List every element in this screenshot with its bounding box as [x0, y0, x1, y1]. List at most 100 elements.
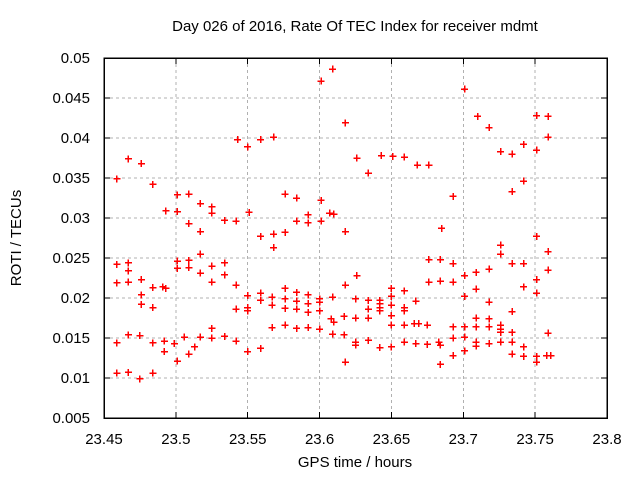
data-point-marker — [136, 332, 144, 340]
plot-border — [103, 57, 608, 419]
data-point-marker — [304, 308, 312, 316]
data-point-marker — [293, 217, 301, 225]
gridlines — [103, 57, 608, 419]
data-point-marker — [317, 196, 325, 204]
data-point-marker — [387, 292, 395, 300]
data-point-marker — [544, 248, 552, 256]
data-point-marker — [149, 339, 157, 347]
data-point-marker — [544, 266, 552, 274]
data-point-marker — [281, 284, 289, 292]
data-point-marker — [196, 250, 204, 258]
data-point-marker — [244, 307, 252, 315]
data-point-marker — [113, 175, 121, 183]
y-tick-label: 0.005 — [52, 410, 90, 427]
data-point-marker — [281, 190, 289, 198]
data-point-marker — [173, 264, 181, 272]
x-tick-label: 23.5 — [161, 431, 190, 448]
data-point-marker — [508, 338, 516, 346]
data-point-marker — [281, 304, 289, 312]
data-point-marker — [352, 314, 359, 322]
data-point-marker — [113, 369, 121, 377]
y-tick-label: 0.02 — [61, 290, 90, 307]
data-point-marker — [304, 291, 312, 299]
data-point-marker — [474, 112, 482, 120]
data-point-marker — [485, 340, 493, 348]
data-point-marker — [281, 321, 289, 329]
data-point-marker — [170, 340, 178, 348]
x-tick-label: 23.7 — [449, 431, 478, 448]
data-point-marker — [270, 133, 278, 141]
data-point-marker — [304, 300, 312, 308]
data-point-marker — [232, 337, 240, 345]
y-tick-label: 0.035 — [52, 170, 90, 187]
data-point-marker — [270, 230, 278, 238]
data-point-marker — [173, 191, 181, 199]
data-point-marker — [423, 321, 431, 329]
data-point-marker — [387, 321, 395, 329]
data-point-marker — [533, 146, 541, 154]
data-point-marker — [185, 220, 193, 228]
data-point-marker — [329, 65, 337, 73]
data-point-marker — [449, 278, 457, 286]
data-point-marker — [208, 203, 216, 211]
data-point-marker — [317, 217, 325, 225]
chart-title: Day 026 of 2016, Rate Of TEC Index for r… — [172, 18, 539, 35]
data-point-marker — [341, 358, 349, 366]
data-point-marker — [436, 256, 444, 264]
data-point-marker — [387, 301, 395, 309]
data-point-marker — [425, 256, 433, 264]
data-point-marker — [547, 352, 555, 360]
data-point-marker — [508, 150, 516, 158]
data-point-marker — [316, 325, 324, 333]
data-point-marker — [449, 192, 457, 200]
data-point-marker — [113, 279, 121, 287]
data-point-marker — [436, 341, 444, 349]
data-point-marker — [149, 304, 157, 312]
data-point-marker — [497, 328, 505, 336]
data-point-marker — [160, 337, 168, 345]
y-tick-label: 0.01 — [61, 370, 90, 387]
data-point-marker — [281, 295, 289, 303]
data-point-marker — [400, 338, 408, 346]
data-point-marker — [508, 350, 516, 358]
data-point-marker — [173, 357, 181, 365]
data-point-marker — [257, 232, 265, 240]
data-point-marker — [341, 119, 349, 127]
data-point-marker — [376, 307, 384, 315]
data-point-marker — [520, 343, 528, 351]
data-point-marker — [461, 323, 469, 331]
data-point-marker — [221, 271, 229, 279]
x-axis-label: GPS time / hours — [298, 454, 412, 471]
data-point-marker — [330, 318, 338, 326]
y-tick-label: 0.04 — [61, 130, 90, 147]
data-point-marker — [304, 211, 312, 219]
data-point-marker — [232, 305, 240, 313]
data-point-marker — [423, 340, 431, 348]
data-point-marker — [461, 333, 469, 341]
data-point-marker — [533, 289, 541, 297]
data-point-marker — [293, 194, 301, 202]
x-tick-label: 23.75 — [516, 431, 554, 448]
data-point-marker — [436, 277, 444, 285]
data-point-marker — [137, 291, 145, 299]
data-point-marker — [208, 324, 216, 332]
data-point-marker — [364, 336, 372, 344]
data-point-marker — [461, 85, 469, 93]
data-point-marker — [257, 344, 265, 352]
x-tick-label: 23.45 — [85, 431, 123, 448]
data-point-marker — [208, 334, 216, 342]
data-point-marker — [317, 77, 325, 85]
data-point-marker — [340, 331, 348, 339]
data-point-marker — [196, 228, 204, 236]
y-tick-label: 0.05 — [61, 50, 90, 67]
data-point-marker — [461, 272, 469, 280]
data-point-marker — [352, 295, 359, 303]
data-point-marker — [389, 152, 397, 160]
data-point-marker — [316, 298, 324, 306]
data-point-marker — [364, 296, 372, 304]
data-point-marker — [173, 208, 181, 216]
data-point-marker — [413, 161, 421, 169]
data-point-marker — [304, 324, 312, 332]
